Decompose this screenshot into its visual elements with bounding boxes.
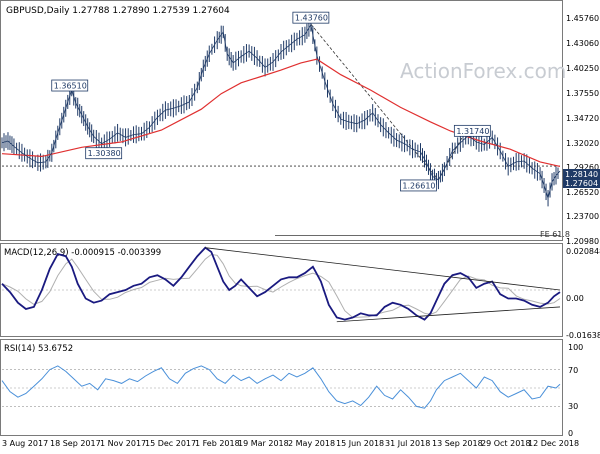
macd-y-tick: 0.020848 bbox=[566, 247, 600, 256]
last-price-box bbox=[563, 178, 600, 188]
price-panel-frame bbox=[0, 0, 563, 241]
watermark: ActionForex.com bbox=[400, 59, 566, 83]
price-label-box bbox=[292, 11, 330, 24]
rsi-y-tick: 0 bbox=[568, 429, 573, 438]
annotation-layer: 1.43760 1.36510 1.30380 1.31740 1.26610 bbox=[51, 11, 491, 192]
y-tick-label: 1.20980 bbox=[566, 237, 599, 246]
price-label-box bbox=[85, 147, 123, 160]
price-label: 1.30380 bbox=[88, 149, 121, 158]
macd-title: MACD(12,26,9) -0.000915 -0.003399 bbox=[4, 248, 161, 258]
y-tick-label: 1.40250 bbox=[566, 64, 599, 73]
last-price-box-high bbox=[563, 169, 600, 179]
x-tick-label: 15 Dec 2017 bbox=[145, 439, 196, 448]
price-line bbox=[1, 23, 561, 200]
rsi-y-tick: 100 bbox=[568, 343, 583, 352]
price-label-box bbox=[400, 179, 437, 192]
x-tick-label: 15 Jun 2018 bbox=[336, 439, 384, 448]
price-label: 1.36510 bbox=[54, 82, 87, 91]
y-tick-label: 1.34720 bbox=[566, 114, 599, 123]
price-label: 1.43760 bbox=[295, 14, 328, 23]
y-tick-label: 1.32020 bbox=[566, 139, 599, 148]
price-label-box bbox=[51, 79, 89, 92]
x-tick-label: 29 Oct 2018 bbox=[481, 439, 530, 448]
x-tick-label: 18 Sep 2017 bbox=[50, 439, 101, 448]
macd-series-layer bbox=[1, 246, 561, 323]
x-axis: 3 Aug 2017 18 Sep 2017 1 Nov 2017 15 Dec… bbox=[2, 439, 579, 448]
price-label-box bbox=[453, 124, 491, 137]
rsi-y-tick: 30 bbox=[568, 402, 578, 411]
y-tick-label: 1.26520 bbox=[566, 188, 599, 197]
x-tick-label: 3 Aug 2017 bbox=[2, 439, 48, 448]
macd-y-tick: -0.016389 bbox=[566, 331, 600, 340]
fe-label: FE 61.8 bbox=[540, 230, 570, 239]
x-tick-label: 1 Nov 2017 bbox=[100, 439, 146, 448]
rsi-y-tick: 70 bbox=[568, 366, 578, 375]
dashed-trendline bbox=[310, 23, 439, 181]
x-tick-label: 13 Sep 2018 bbox=[432, 439, 483, 448]
price-y-axis: 1.45760 1.43060 1.40250 1.37550 1.34720 … bbox=[566, 14, 599, 246]
macd-line bbox=[1, 246, 561, 321]
rsi-line bbox=[1, 365, 561, 409]
y-tick-label: 1.29260 bbox=[566, 163, 599, 172]
price-label: 1.26610 bbox=[402, 181, 435, 190]
x-tick-label: 12 Dec 2018 bbox=[528, 439, 579, 448]
last-price-label-high: 1.28140 bbox=[565, 170, 598, 179]
rsi-panel-frame bbox=[0, 339, 563, 436]
y-tick-label: 1.43060 bbox=[566, 39, 599, 48]
x-tick-label: 1 Feb 2018 bbox=[195, 439, 240, 448]
price-series-layer bbox=[1, 17, 561, 236]
macd-trendline bbox=[205, 247, 561, 291]
x-tick-label: 31 Jul 2018 bbox=[385, 439, 430, 448]
x-tick-label: 2 May 2018 bbox=[288, 439, 335, 448]
macd-y-tick: 0.00 bbox=[566, 294, 584, 303]
y-tick-label: 1.37550 bbox=[566, 89, 599, 98]
symbol-header: GBPUSD,Daily 1.27788 1.27890 1.27539 1.2… bbox=[6, 6, 230, 16]
y-tick-label: 1.45760 bbox=[566, 14, 599, 23]
macd-trendline bbox=[336, 306, 561, 323]
y-tick-label: 1.23700 bbox=[566, 212, 599, 221]
rsi-title: RSI(14) 53.6752 bbox=[4, 344, 73, 354]
x-tick-label: 19 Mar 2018 bbox=[238, 439, 289, 448]
rsi-series-layer bbox=[1, 365, 561, 409]
last-price-label: 1.27604 bbox=[565, 179, 598, 188]
dashed-trendline bbox=[438, 133, 465, 181]
ma-line bbox=[1, 58, 561, 167]
price-label: 1.31740 bbox=[456, 127, 489, 136]
